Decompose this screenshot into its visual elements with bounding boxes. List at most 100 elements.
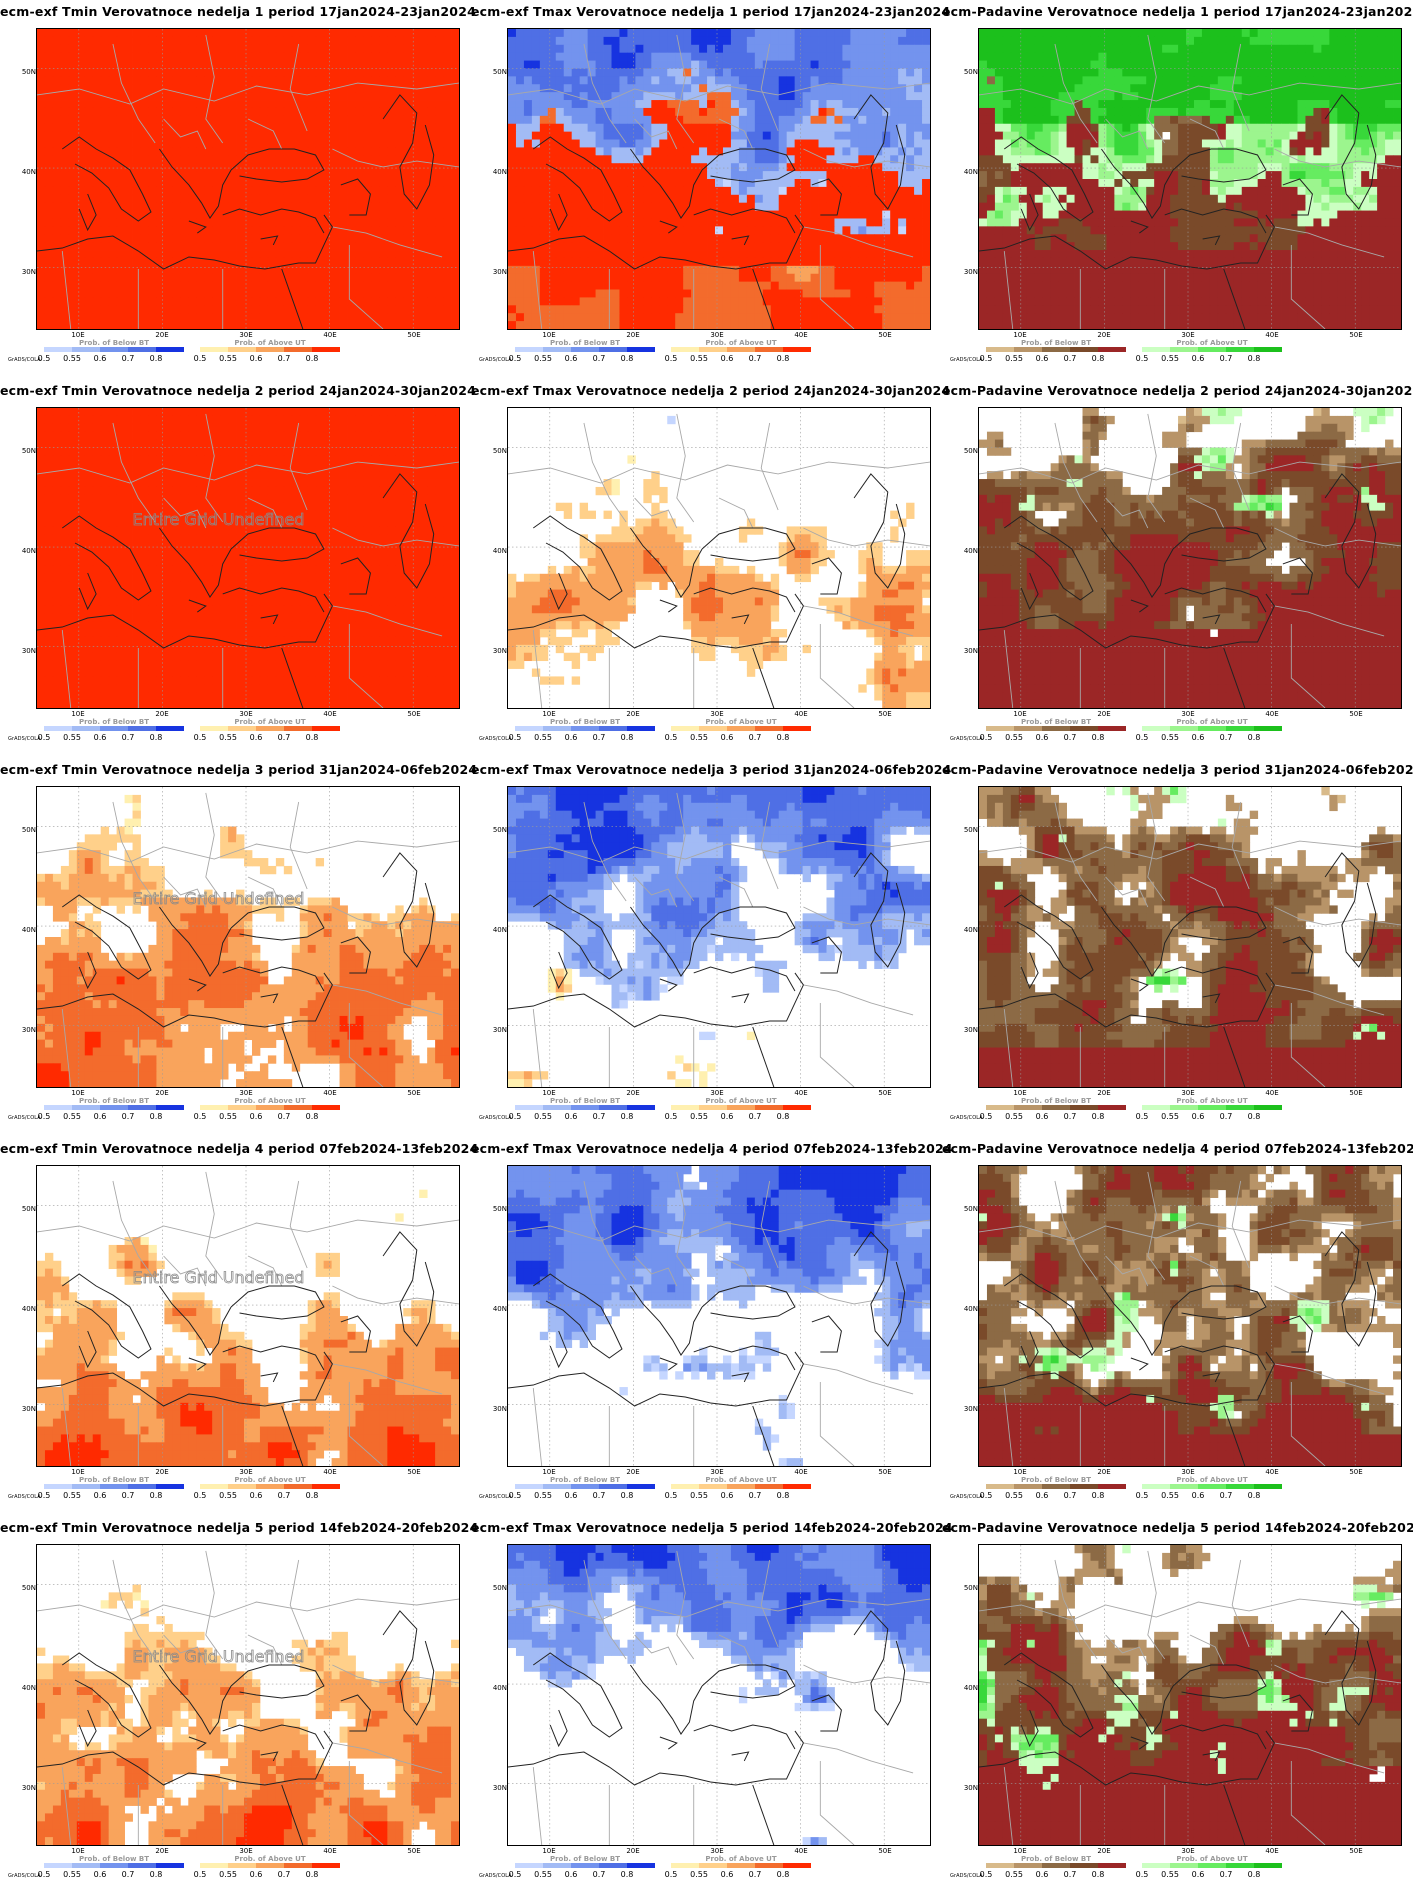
grid-cell [387, 273, 396, 283]
grid-cell [291, 186, 301, 196]
grid-cell [778, 234, 788, 243]
grid-cell [1026, 100, 1036, 109]
grid-cell [323, 226, 333, 235]
grid-cell [850, 68, 859, 77]
grid-cell [291, 242, 301, 251]
grid-cell [331, 202, 340, 211]
grid-cell [826, 84, 835, 93]
grid-cell [571, 68, 581, 77]
grid-cell [818, 242, 827, 251]
grid-cell [1321, 68, 1330, 77]
grid-cell [563, 29, 573, 38]
grid-cell [595, 234, 604, 243]
grid-cell [922, 265, 930, 275]
grid-cell [547, 171, 557, 180]
grid-cell [307, 218, 317, 227]
grid-cell [730, 321, 740, 329]
grid-cell [691, 84, 700, 93]
grid-cell [68, 305, 78, 314]
grid-cell [683, 52, 692, 61]
grid-cell [1233, 84, 1243, 93]
grid-cell [244, 100, 253, 109]
grid-cell [435, 84, 444, 93]
grid-cell [1114, 100, 1123, 109]
grid-cell [555, 115, 565, 125]
grid-cell [603, 123, 612, 133]
country-border [634, 118, 678, 150]
grid-cell [435, 147, 444, 156]
grid-cell [675, 155, 684, 164]
grid-cell [850, 281, 859, 290]
grid-cell [1265, 44, 1275, 54]
grid-cell [1002, 36, 1012, 46]
grid-cell [1186, 100, 1195, 109]
grid-cell [659, 305, 668, 314]
grid-cell [667, 68, 676, 77]
grid-cell [619, 313, 628, 322]
grid-cell [802, 52, 811, 61]
grid-cell [643, 131, 652, 140]
grid-cell [1393, 107, 1401, 117]
grid-cell [283, 123, 293, 133]
grid-cell [395, 36, 404, 46]
grid-cell [858, 36, 867, 46]
grid-cell [331, 123, 340, 133]
grid-cell [1162, 44, 1171, 54]
grid-cell [188, 202, 197, 211]
grid-cell [738, 100, 748, 109]
grid-cell [1289, 68, 1298, 77]
grid-cell [411, 60, 420, 69]
grid-cell [68, 92, 78, 101]
grid-cell [148, 44, 157, 54]
grid-cell [1050, 100, 1060, 109]
grid-cell [898, 100, 907, 109]
grid-cell [922, 202, 930, 211]
grid-cell [403, 115, 412, 125]
grid-cell [1353, 76, 1362, 85]
grid-cell [196, 281, 205, 290]
grid-cell [746, 226, 756, 235]
grid-cell [603, 289, 612, 298]
grid-cell [547, 289, 557, 298]
grid-cell [651, 305, 660, 314]
grid-cell [124, 163, 133, 172]
grid-cell [451, 265, 459, 275]
grid-cell [1273, 115, 1282, 125]
grid-cell [834, 210, 843, 219]
grid-cell [659, 84, 668, 93]
grid-cell [299, 84, 309, 93]
grid-cell [979, 147, 988, 156]
grid-cell [371, 179, 380, 188]
grid-cell [874, 265, 883, 275]
grid-cell [244, 242, 253, 251]
grid-cell [1257, 131, 1267, 140]
grid-cell [508, 107, 517, 117]
grid-cell [1146, 84, 1155, 93]
grid-cell [659, 234, 668, 243]
grid-cell [715, 44, 724, 54]
grid-cell [156, 321, 165, 329]
grid-cell [1201, 29, 1211, 38]
grid-cell [715, 218, 724, 227]
grid-cell [283, 76, 293, 85]
grid-cell [635, 289, 644, 298]
grid-cell [786, 123, 796, 133]
grid-cell [659, 186, 668, 196]
grid-cell [842, 281, 851, 290]
grid-cell [810, 273, 819, 283]
grid-cell [579, 210, 589, 219]
grid-cell [403, 139, 412, 148]
grid-cell [1265, 36, 1275, 46]
grid-cell [762, 29, 772, 38]
grid-cell [1058, 92, 1067, 101]
grid-cell [339, 297, 348, 306]
grid-cell [1369, 131, 1378, 140]
grid-cell [778, 36, 788, 46]
grid-cell [379, 313, 388, 322]
grid-cell [180, 289, 189, 298]
grid-cell [1385, 36, 1394, 46]
grid-cell [283, 273, 293, 283]
grid-cell [683, 115, 692, 125]
grid-cell [363, 226, 372, 235]
grid-cell [60, 242, 70, 251]
